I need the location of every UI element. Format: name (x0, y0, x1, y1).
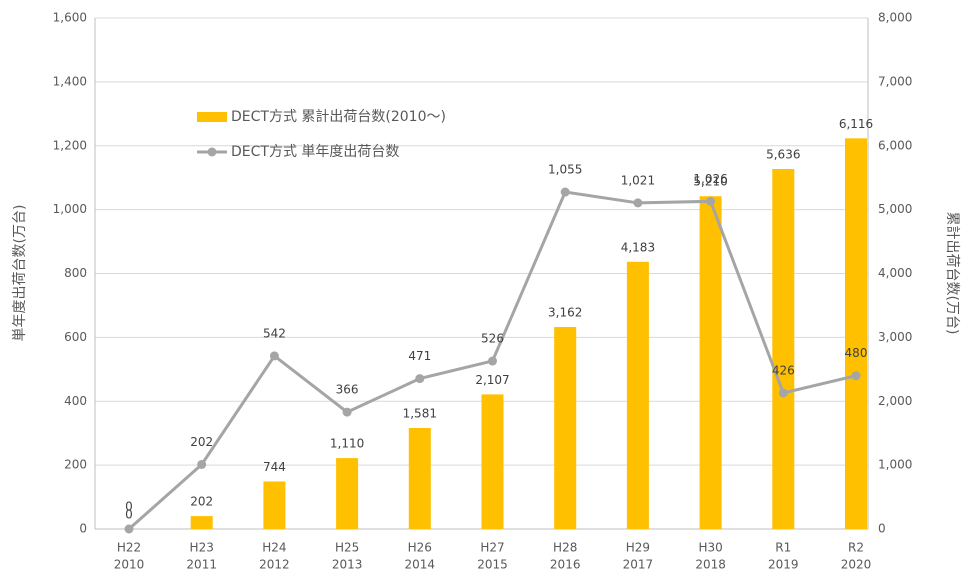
y2-tick-label: 0 (878, 522, 886, 536)
x-tick-label: 2010 (114, 558, 145, 572)
y2-axis-label: 累計出荷台数(万台) (944, 212, 960, 335)
data-label: 480 (845, 346, 868, 360)
x-tick-label: H27 (480, 541, 504, 555)
data-label: 2,107 (475, 373, 509, 387)
y2-tick-label: 2,000 (878, 394, 912, 408)
data-label: 471 (408, 349, 431, 363)
x-tick-label: H30 (698, 541, 722, 555)
data-label: 1,581 (403, 407, 437, 421)
y2-tick-label: 3,000 (878, 330, 912, 344)
bar (699, 196, 722, 529)
data-label: 5,210 (693, 175, 727, 189)
data-label: 202 (190, 495, 213, 509)
x-tick-label: H25 (335, 541, 359, 555)
y-tick-label: 600 (64, 330, 87, 344)
y2-tick-label: 6,000 (878, 138, 912, 152)
y-tick-label: 200 (64, 458, 87, 472)
bar (263, 481, 286, 529)
data-label: 5,636 (766, 148, 800, 162)
y-axis-label: 単年度出荷台数(万台) (12, 205, 28, 342)
bar (190, 516, 213, 529)
point (706, 196, 716, 206)
x-tick-label: 2016 (550, 558, 581, 572)
x-tick-label: 2015 (477, 558, 508, 572)
y-tick-label: 1,600 (53, 11, 87, 25)
bar (772, 169, 795, 530)
y-tick-label: 0 (79, 522, 87, 536)
x-tick-label: 2020 (841, 558, 872, 572)
y-tick-label: 1,200 (53, 138, 87, 152)
y2-tick-label: 1,000 (878, 458, 912, 472)
data-label: 202 (190, 435, 213, 449)
x-tick-label: 2012 (259, 558, 290, 572)
bar (845, 138, 867, 529)
x-tick-label: H26 (408, 541, 432, 555)
x-tick-label: H23 (190, 541, 214, 555)
point (197, 459, 207, 469)
x-tick-label: 2019 (768, 558, 799, 572)
y2-tick-label: 4,000 (878, 266, 912, 280)
y-tick-label: 1,000 (53, 202, 87, 216)
data-label: 1,110 (330, 437, 364, 451)
bar (408, 428, 431, 529)
point (778, 388, 788, 398)
x-tick-label: 2018 (695, 558, 726, 572)
y2-tick-label: 5,000 (878, 202, 912, 216)
data-label: 4,183 (621, 240, 655, 254)
data-label: 542 (263, 326, 286, 340)
point (488, 356, 497, 366)
x-tick-label: H28 (553, 541, 577, 555)
point (342, 407, 352, 417)
data-label: 366 (336, 383, 359, 397)
point (269, 351, 279, 361)
y-tick-label: 1,400 (53, 74, 87, 88)
x-tick-label: R2 (848, 541, 864, 555)
data-label: 744 (263, 460, 286, 474)
data-label: 526 (481, 332, 504, 346)
data-label: 0 (125, 508, 133, 522)
legend-swatch (207, 147, 217, 157)
x-tick-label: H24 (262, 541, 286, 555)
bar (554, 327, 577, 529)
point (415, 374, 425, 384)
bar (481, 394, 504, 529)
x-tick-label: H22 (117, 541, 141, 555)
x-tick-label: 2013 (332, 558, 363, 572)
y-tick-label: 800 (64, 266, 87, 280)
bar (626, 261, 649, 529)
data-label: 3,162 (548, 306, 582, 320)
y-tick-label: 400 (64, 394, 87, 408)
y2-tick-label: 7,000 (878, 74, 912, 88)
data-label: 426 (772, 363, 795, 377)
data-label: 1,055 (548, 163, 582, 177)
data-label: 6,116 (839, 117, 873, 131)
point (851, 371, 861, 381)
x-tick-label: R1 (775, 541, 791, 555)
point (124, 524, 134, 534)
x-tick-label: 2014 (405, 558, 436, 572)
x-tick-label: 2011 (186, 558, 217, 572)
data-label: 1,021 (621, 173, 655, 187)
x-tick-label: H29 (626, 541, 650, 555)
y2-tick-label: 8,000 (878, 11, 912, 25)
legend-swatch (197, 112, 227, 122)
data-label: 0 (125, 500, 133, 514)
bar (336, 458, 359, 529)
legend-label: DECT方式 単年度出荷台数 (231, 144, 399, 160)
legend-label: DECT方式 累計出荷台数(2010～) (231, 109, 446, 125)
point (560, 187, 570, 197)
point (633, 198, 643, 208)
x-tick-label: 2017 (623, 558, 654, 572)
data-label: 1,026 (693, 172, 727, 186)
